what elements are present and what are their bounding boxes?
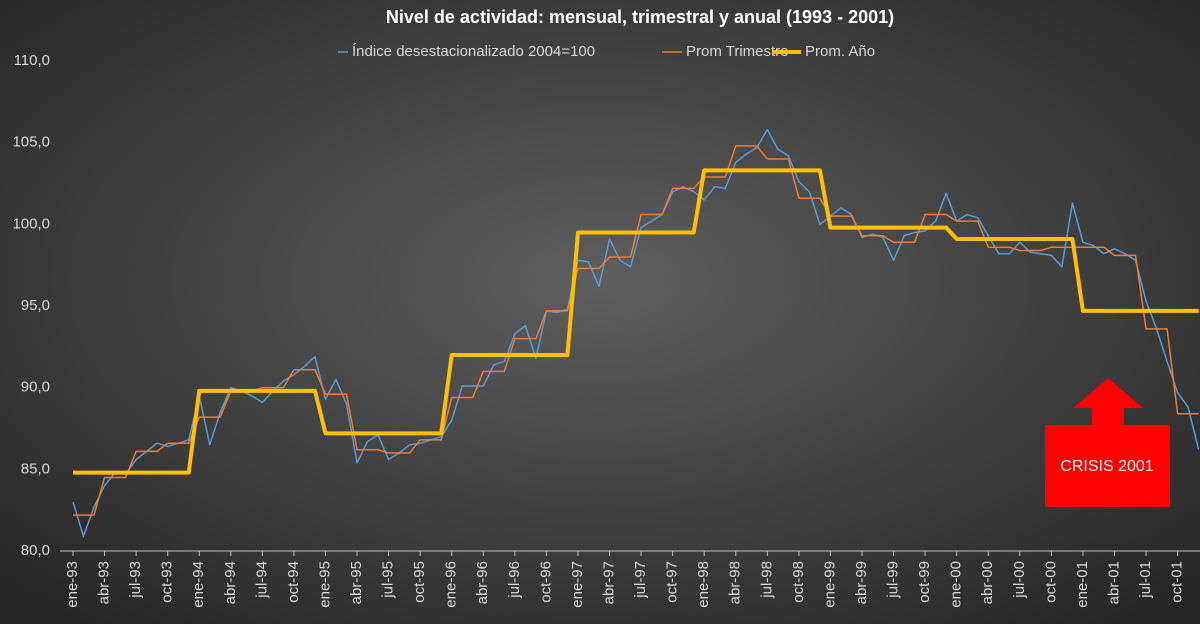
x-tick-label: oct-94 bbox=[285, 561, 302, 603]
x-tick-label: ene-97 bbox=[569, 561, 586, 608]
x-tick-label: jul-97 bbox=[632, 561, 649, 599]
x-tick-label: oct-98 bbox=[790, 561, 807, 603]
x-tick-label: jul-94 bbox=[253, 561, 270, 599]
x-tick-label: oct-97 bbox=[664, 561, 681, 603]
annotation-arrow bbox=[1073, 378, 1143, 425]
x-tick-label: abr-95 bbox=[348, 561, 365, 604]
legend-label: Prom. Año bbox=[805, 43, 875, 60]
x-tick-label: ene-93 bbox=[64, 561, 81, 608]
series-line bbox=[72, 128, 1200, 538]
x-tick-label: jul-96 bbox=[506, 561, 523, 599]
y-tick-label: 95,0 bbox=[21, 297, 50, 314]
x-tick-label: ene-95 bbox=[316, 561, 333, 608]
x-tick-label: jul-95 bbox=[380, 561, 397, 599]
annotation: CRISIS 2001 bbox=[1045, 378, 1170, 507]
plot-area: 80,0 85,0 90,0 95,0 100,0 105,0 110,0 ene-93 abr… bbox=[12, 52, 1200, 608]
series-line bbox=[73, 168, 1199, 475]
x-tick-label: abr-01 bbox=[1105, 561, 1122, 604]
y-tick-label: 85,0 bbox=[21, 460, 50, 477]
legend-label: Prom Trimestre bbox=[686, 43, 789, 60]
x-tick-label: ene-01 bbox=[1074, 561, 1091, 608]
y-tick-label: 90,0 bbox=[21, 379, 50, 396]
x-tick-label: jul-98 bbox=[758, 561, 775, 599]
annotation-box bbox=[1045, 425, 1170, 507]
x-tick-label: ene-98 bbox=[695, 561, 712, 608]
x-tick-label: ene-00 bbox=[948, 561, 965, 608]
chart-title: Nivel de actividad: mensual, trimestral … bbox=[386, 7, 894, 27]
x-tick-label: oct-01 bbox=[1169, 561, 1186, 603]
x-tick-label: abr-98 bbox=[727, 561, 744, 604]
y-tick-label: 100,0 bbox=[12, 215, 50, 232]
x-tick-label: oct-00 bbox=[1042, 561, 1059, 603]
x-tick-label: jul-00 bbox=[1011, 561, 1028, 599]
x-tick-label: abr-99 bbox=[853, 561, 870, 604]
x-tick-label: ene-99 bbox=[821, 561, 838, 608]
x-tick-label: abr-96 bbox=[474, 561, 491, 604]
x-tick-label: oct-95 bbox=[411, 561, 428, 603]
x-tick-label: oct-93 bbox=[159, 561, 176, 603]
x-tick-label: abr-94 bbox=[222, 561, 239, 604]
x-tick-label: jul-93 bbox=[127, 561, 144, 599]
x-tick-label: abr-97 bbox=[600, 561, 617, 604]
x-tick-label: abr-00 bbox=[979, 561, 996, 604]
x-tick-label: oct-99 bbox=[916, 561, 933, 603]
series-line bbox=[73, 145, 1199, 516]
x-tick-label: ene-96 bbox=[443, 561, 460, 608]
legend-label: Índice desestacionalizado 2004=100 bbox=[352, 43, 595, 60]
y-tick-label: 105,0 bbox=[12, 134, 50, 151]
x-tick-label: jul-99 bbox=[885, 561, 902, 599]
y-tick-label: 80,0 bbox=[21, 542, 50, 559]
x-tick-label: ene-94 bbox=[190, 561, 207, 608]
x-tick-label: abr-93 bbox=[96, 561, 113, 604]
x-tick-label: oct-96 bbox=[537, 561, 554, 603]
y-tick-label: 110,0 bbox=[14, 52, 50, 69]
x-tick-label: jul-01 bbox=[1137, 561, 1154, 599]
annotation-text: CRISIS 2001 bbox=[1060, 458, 1153, 475]
